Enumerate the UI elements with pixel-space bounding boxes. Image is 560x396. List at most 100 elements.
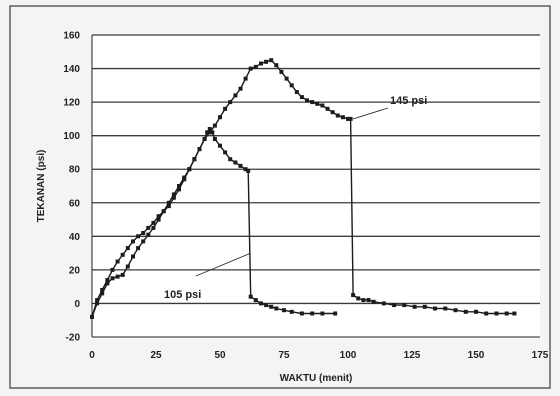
x-tick-label: 75 [278,350,290,361]
data-point [202,137,207,141]
data-point [392,303,397,308]
annotation-label: 145 psi [390,95,427,107]
x-tick-label: 0 [89,350,95,361]
data-point [412,304,417,309]
data-point [120,272,125,277]
data-point [361,298,366,303]
x-axis-label: WAKTU (menit) [280,373,353,384]
data-point [146,225,151,230]
data-point [269,58,274,63]
axis-ticks: -20 0 20 40 60 80 100 120 140 160 0 25 50 75 100 125 150… [63,31,548,362]
data-point [177,187,181,192]
gridlines [91,34,540,338]
data-point [136,246,141,251]
data-point [95,301,100,306]
data-point [166,200,171,205]
data-point [253,64,258,69]
x-tick-label: 25 [150,350,162,361]
data-point [141,231,146,235]
annotations: 105 psi 145 psi [164,95,427,301]
data-point [248,294,253,299]
data-point [512,311,517,316]
y-tick-label: 40 [69,232,81,243]
data-point [115,274,120,279]
data-point [146,232,151,237]
data-point [366,298,371,303]
y-tick-label: 120 [63,98,80,109]
data-point [289,83,294,88]
series-line-105 [91,127,336,318]
data-point [161,209,166,214]
data-point [274,306,279,311]
data-point [177,184,181,188]
data-point [351,293,356,298]
data-point [141,239,146,244]
data-point [325,106,330,111]
data-point [253,298,258,303]
data-point [330,110,335,115]
data-point [274,63,279,68]
x-tick-label: 150 [468,350,485,361]
data-point [246,168,251,173]
data-point [218,143,222,148]
data-point [223,150,228,155]
data-point [223,106,228,111]
data-point [299,311,304,316]
data-point [100,291,105,296]
data-point [381,301,386,306]
data-point [243,167,248,172]
data-point [238,86,243,91]
data-series [90,58,517,319]
plot-area [92,35,540,337]
data-point [100,288,105,292]
x-tick-label: 50 [214,350,226,361]
annotation-arrow [352,107,389,120]
data-point [259,301,263,306]
data-point [233,93,238,98]
data-point [228,157,233,162]
data-point [238,163,243,168]
data-point [333,311,338,316]
data-point [233,160,238,165]
data-point [284,76,289,81]
data-point [248,66,253,71]
data-point [269,304,274,309]
y-tick-label: 20 [69,265,81,276]
data-point [504,311,509,316]
data-point [371,299,376,304]
annotation-label: 105 psi [164,289,201,301]
data-point [289,309,294,314]
data-point [105,281,110,286]
data-point [305,98,309,103]
data-point [335,113,340,118]
y-tick-label: 140 [63,64,80,75]
data-point [187,167,192,172]
data-point [443,306,448,311]
data-point [205,130,210,135]
annotation-arrow [195,252,251,277]
data-point [182,177,187,182]
data-point [494,311,499,316]
data-point [125,264,130,269]
data-point [320,311,325,316]
data-point [348,116,353,121]
data-point [136,234,141,239]
data-point [171,195,176,200]
data-point [110,276,115,281]
x-tick-label: 125 [404,350,421,361]
data-point [120,252,125,257]
data-point [264,303,269,308]
y-tick-label: 100 [63,131,80,142]
x-tick-label: 175 [532,350,549,361]
y-axis-label: TEKANAN (psi) [36,150,47,223]
data-point [95,298,100,303]
data-point [131,239,135,244]
data-point [218,115,222,120]
data-point [320,103,325,108]
data-point [125,246,130,251]
data-point [105,278,110,282]
data-point [310,311,315,316]
y-tick-label: -20 [66,333,81,344]
data-point [259,61,263,66]
